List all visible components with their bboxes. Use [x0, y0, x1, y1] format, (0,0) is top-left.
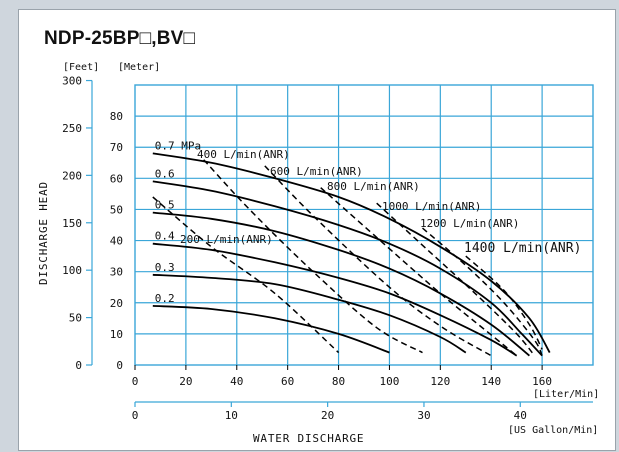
y-feet-tick-label: 0	[75, 359, 82, 372]
y-meter-tick-label: 60	[110, 172, 123, 185]
pressure-label: 0.7 MPa	[155, 139, 201, 152]
air-consumption-curve	[465, 255, 543, 350]
y-meter-tick-label: 10	[110, 328, 123, 341]
air-consumption-curve	[203, 159, 423, 354]
axes: 0 20 40 60 80 100 120 140 1600102030405060708005…	[62, 75, 593, 422]
y-meter-tick-label: 70	[110, 141, 123, 154]
y-meter-tick-label: 30	[110, 266, 123, 279]
pressure-curve	[152, 305, 390, 354]
chart-card	[18, 9, 616, 451]
y-feet-tick-label: 250	[62, 122, 82, 135]
pressure-label: 0.4	[155, 230, 175, 243]
grid-lines	[134, 84, 594, 366]
unit-meter-label: [Meter]	[118, 62, 160, 73]
air-consumption-curve	[422, 227, 543, 357]
x-gallon-tick-label: 10	[225, 409, 238, 422]
air-consumption-label: 200 L/min(ANR)	[180, 233, 273, 246]
unit-feet-label: [Feet]	[63, 62, 99, 73]
air-consumption-label: 1000 L/min(ANR)	[382, 200, 481, 213]
pressure-label: 0.6	[155, 167, 175, 180]
air-consumption-curve	[320, 187, 518, 357]
x-unit-gallon: [US Gallon/Min]	[508, 425, 598, 436]
y-feet-tick-label: 50	[69, 312, 82, 325]
air-consumption-label: 800 L/min(ANR)	[327, 180, 420, 193]
x-tick-label: 80	[332, 375, 345, 388]
x-tick-label: 160	[532, 375, 552, 388]
air-consumption-label: 600 L/min(ANR)	[270, 165, 363, 178]
pressure-curve	[152, 152, 551, 354]
x-tick-label: 140	[481, 375, 501, 388]
air-consumption-curve	[264, 165, 492, 357]
y-meter-tick-label: 20	[110, 297, 123, 310]
pressure-curve	[152, 211, 530, 357]
curve-labels: 0.7 MPa 0.6 0.5 0.4 0.3 0.2 200 L/min(ANR) 400 …	[155, 139, 582, 304]
y-feet-tick-label: 200	[62, 169, 82, 182]
x-gallon-tick-label: 0	[132, 409, 139, 422]
pressure-curve	[152, 242, 518, 357]
y-meter-tick-label: 80	[110, 110, 123, 123]
chart-title: NDP-25BP□,BV□	[44, 28, 196, 49]
x-unit-liter: [Liter/Min]	[533, 389, 599, 400]
curves	[152, 152, 551, 357]
y-meter-tick-label: 0	[116, 359, 123, 372]
pressure-label: 0.2	[155, 292, 175, 305]
x-gallon-tick-label: 40	[514, 409, 527, 422]
x-tick-label: 60	[281, 375, 294, 388]
air-consumption-label: 1400 L/min(ANR)	[464, 241, 581, 256]
x-tick-label: 120	[430, 375, 450, 388]
x-gallon-tick-label: 30	[417, 409, 430, 422]
y-axis-title: DISCHARGE HEAD	[37, 181, 50, 285]
x-axis-title: WATER DISCHARGE	[253, 432, 364, 445]
air-consumption-curve	[152, 196, 340, 354]
pressure-curve	[152, 273, 467, 354]
y-feet-tick-label: 300	[62, 75, 82, 88]
x-tick-label: 100	[380, 375, 400, 388]
pressure-curve	[152, 180, 543, 357]
x-gallon-tick-label: 20	[321, 409, 334, 422]
x-tick-label: 0	[132, 375, 139, 388]
air-consumption-label: 1200 L/min(ANR)	[420, 217, 519, 230]
y-meter-tick-label: 40	[110, 235, 123, 248]
y-feet-tick-label: 150	[62, 217, 82, 230]
x-tick-label: 40	[230, 375, 243, 388]
plot-border	[134, 84, 594, 366]
air-consumption-label: 400 L/min(ANR)	[197, 148, 290, 161]
x-tick-label: 20	[179, 375, 192, 388]
y-meter-tick-label: 50	[110, 203, 123, 216]
pressure-label: 0.3	[155, 261, 175, 274]
pressure-label: 0.5	[155, 199, 175, 212]
y-feet-tick-label: 100	[62, 264, 82, 277]
air-consumption-curve	[376, 202, 536, 357]
